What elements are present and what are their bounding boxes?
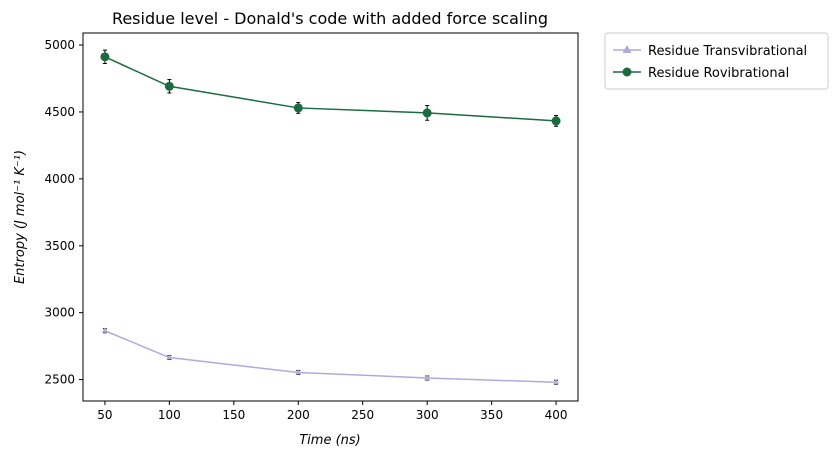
legend-marker-circle — [622, 67, 632, 77]
data-point — [424, 374, 431, 380]
x-tick-label: 100 — [158, 408, 181, 422]
legend-label-transvibrational: Residue Transvibrational — [648, 44, 807, 59]
x-axis: 50 100 150 200 250 300 350 400 — [97, 401, 568, 422]
data-point — [101, 327, 108, 333]
x-tick-label: 400 — [545, 408, 568, 422]
legend-entry-transvibrational: Residue Transvibrational — [613, 44, 807, 59]
y-tick-label: 3500 — [44, 239, 75, 253]
legend-marker-triangle — [622, 45, 632, 53]
x-tick-label: 50 — [97, 408, 112, 422]
x-tick-label: 150 — [222, 408, 245, 422]
data-point — [551, 116, 561, 126]
data-point — [100, 52, 110, 62]
y-axis-label: Entropy (J mol⁻¹ K⁻¹) — [13, 150, 28, 284]
legend-label-rovibrational: Residue Rovibrational — [648, 66, 789, 81]
x-axis-label: Time (ns) — [299, 433, 361, 448]
chart-title: Residue level - Donald's code with added… — [112, 9, 548, 28]
data-point — [164, 81, 174, 91]
data-point — [166, 354, 173, 360]
x-tick-label: 250 — [351, 408, 374, 422]
legend-entry-rovibrational: Residue Rovibrational — [613, 66, 789, 81]
data-point — [293, 103, 303, 113]
data-point — [553, 378, 560, 385]
legend-frame — [604, 32, 829, 90]
y-tick-label: 2500 — [44, 373, 75, 387]
y-tick-label: 3000 — [44, 306, 75, 320]
series-layer — [100, 49, 561, 385]
y-tick-label: 4000 — [44, 172, 75, 186]
x-tick-label: 300 — [416, 408, 439, 422]
y-tick-label: 4500 — [44, 105, 75, 119]
data-point — [295, 368, 302, 375]
y-axis: 2500 3000 3500 4000 4500 5000 — [44, 38, 83, 387]
x-tick-label: 200 — [287, 408, 310, 422]
plot-frame — [82, 32, 579, 402]
data-point — [422, 108, 432, 118]
x-tick-label: 350 — [480, 408, 503, 422]
y-tick-label: 5000 — [44, 38, 75, 52]
plot-area — [82, 32, 579, 402]
legend: Residue Transvibrational Residue Rovibra… — [604, 32, 829, 90]
